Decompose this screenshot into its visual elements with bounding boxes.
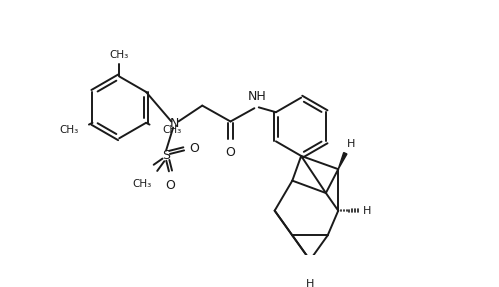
Polygon shape: [338, 153, 347, 169]
Text: O: O: [226, 146, 236, 159]
Polygon shape: [308, 260, 312, 274]
Text: H: H: [363, 206, 371, 216]
Text: CH₃: CH₃: [162, 125, 181, 135]
Text: S: S: [162, 150, 170, 162]
Text: CH₃: CH₃: [133, 179, 152, 189]
Text: O: O: [189, 142, 199, 155]
Text: H: H: [347, 139, 355, 149]
Text: NH: NH: [248, 90, 266, 103]
Text: N: N: [169, 117, 179, 130]
Text: O: O: [166, 179, 176, 192]
Text: CH₃: CH₃: [110, 50, 129, 60]
Text: H: H: [306, 279, 314, 287]
Text: CH₃: CH₃: [59, 125, 78, 135]
